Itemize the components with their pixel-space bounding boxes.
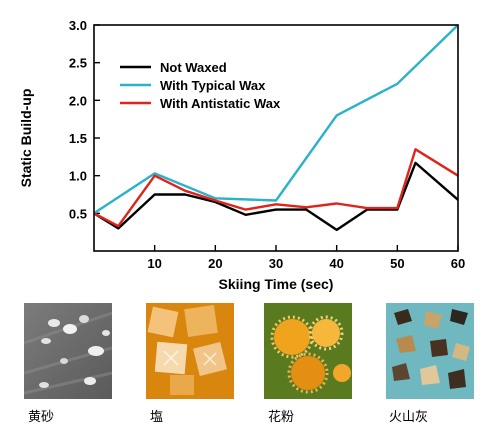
x-tick-labels: 10 20 30 40 50 60	[147, 256, 465, 271]
y-tick-label: 1.0	[69, 169, 87, 184]
photo-volcanic-ash	[386, 303, 474, 399]
y-tick-label: 0.5	[69, 206, 87, 221]
y-tick-label: 2.5	[69, 56, 87, 71]
legend: Not Waxed With Typical Wax With Antistatic…	[120, 60, 281, 111]
x-tick-label: 60	[451, 256, 465, 271]
legend-label: With Antistatic Wax	[160, 96, 281, 111]
salt-crystals-image	[146, 303, 234, 399]
x-tick-label: 50	[390, 256, 404, 271]
photo-dust	[23, 303, 113, 399]
static-buildup-chart: 0.5 1.0 1.5 2.0 2.5 3.0 10 20 30 40 50 60 Skiing T…	[18, 18, 465, 292]
series-lines	[93, 24, 459, 232]
plot-frame	[93, 24, 459, 252]
series-line-3	[93, 148, 459, 228]
x-tick-label: 20	[208, 256, 222, 271]
axis-ticks	[94, 24, 459, 251]
series-line-1	[93, 161, 459, 232]
pollen-grains-image	[264, 303, 352, 399]
x-tick-label: 10	[147, 256, 161, 271]
y-tick-label: 3.0	[69, 18, 87, 33]
x-axis-label: Skiing Time (sec)	[219, 276, 334, 292]
y-tick-label: 2.0	[69, 93, 87, 108]
photo-caption-dust: 黄砂	[28, 410, 55, 425]
y-tick-label: 1.5	[69, 131, 87, 146]
y-axis-label: Static Build-up	[18, 89, 34, 188]
legend-label: With Typical Wax	[160, 78, 266, 93]
photo-caption-salt: 塩	[150, 410, 164, 425]
photo-salt	[146, 303, 234, 399]
y-tick-labels: 0.5 1.0 1.5 2.0 2.5 3.0	[69, 18, 87, 221]
dust-micrograph-image	[23, 303, 113, 399]
legend-label: Not Waxed	[160, 60, 227, 75]
x-tick-label: 30	[269, 256, 283, 271]
series-line-2	[93, 24, 459, 215]
volcanic-ash-image	[386, 303, 474, 399]
x-tick-label: 40	[329, 256, 343, 271]
photo-caption-volcanic-ash: 火山灰	[389, 410, 429, 425]
photo-caption-pollen: 花粉	[268, 410, 295, 425]
photo-pollen	[264, 303, 352, 399]
